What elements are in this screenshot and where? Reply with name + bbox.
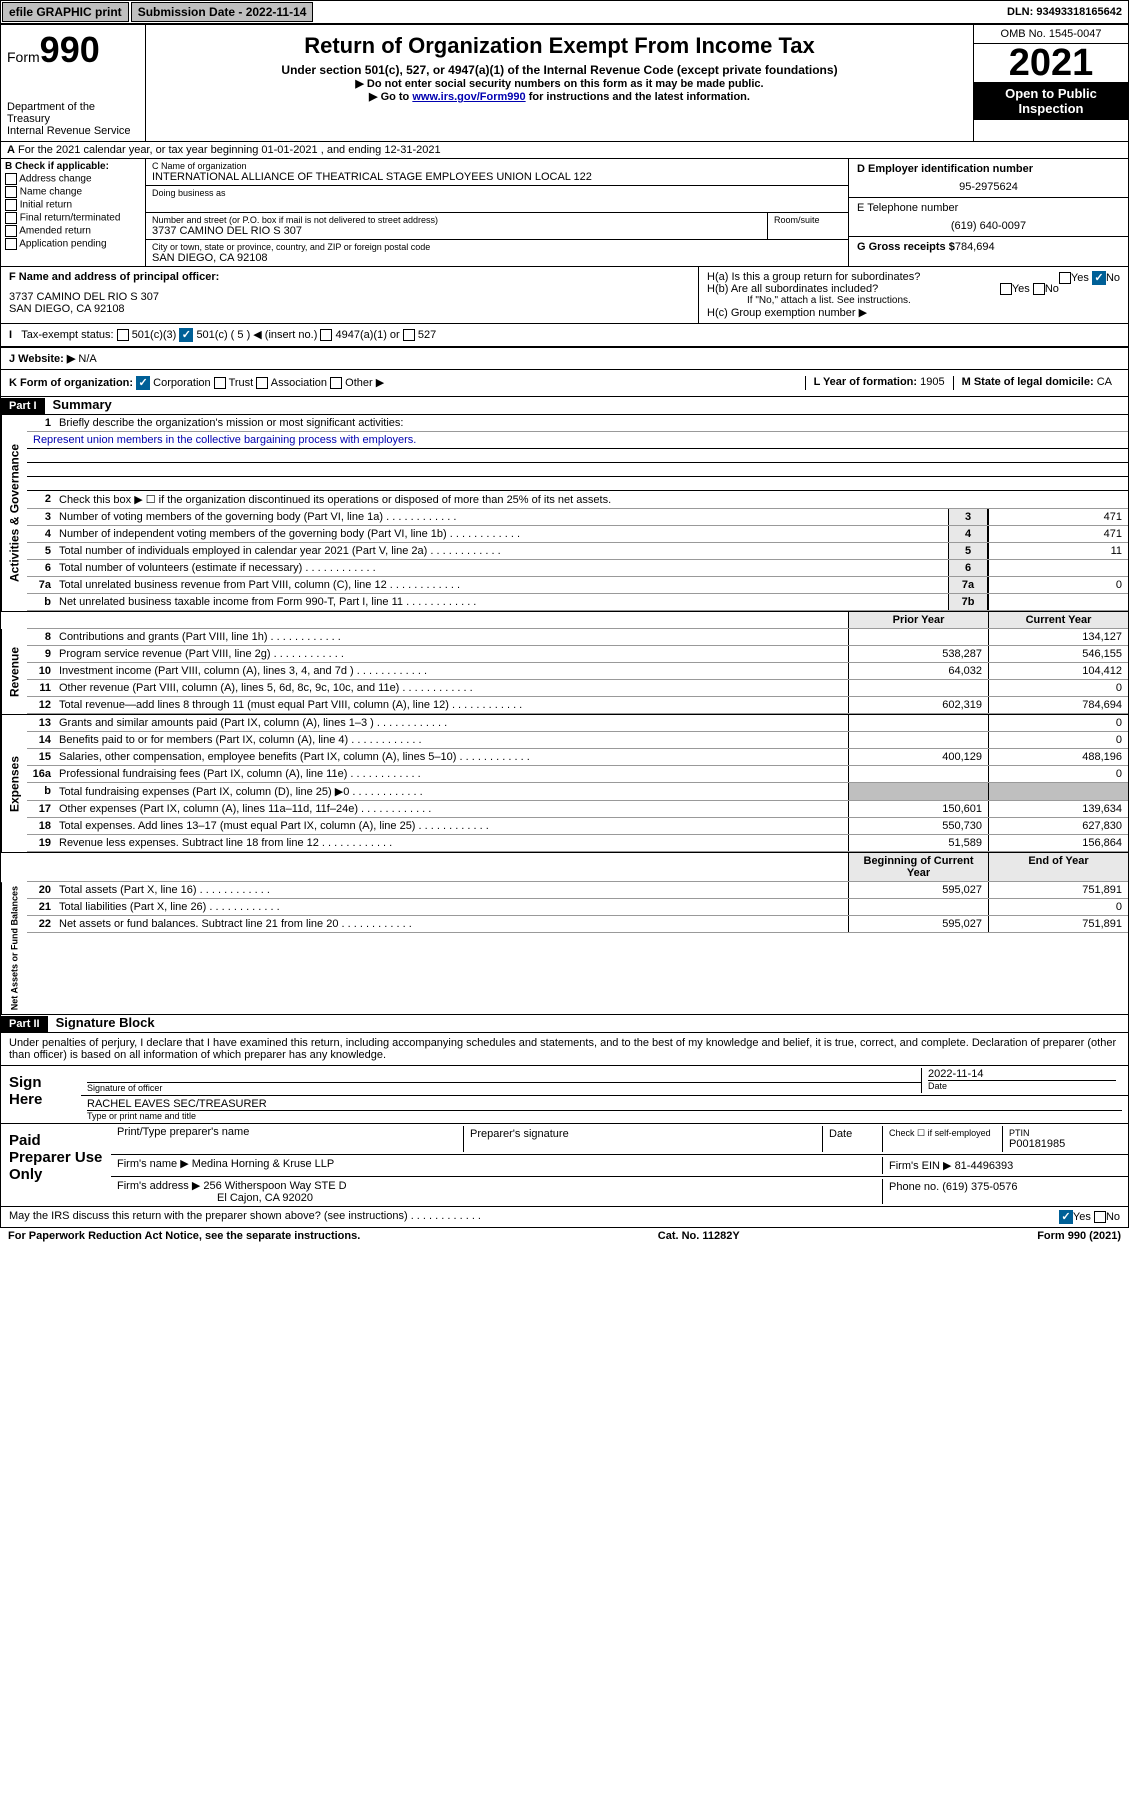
page-footer: For Paperwork Reduction Act Notice, see … bbox=[0, 1228, 1129, 1244]
line-6: 6 Total number of volunteers (estimate i… bbox=[27, 560, 1128, 577]
col-d-ein: D Employer identification number 95-2975… bbox=[848, 159, 1128, 266]
line-11: 11 Other revenue (Part VIII, column (A),… bbox=[27, 680, 1128, 697]
line-7a: 7a Total unrelated business revenue from… bbox=[27, 577, 1128, 594]
gross-receipts: 784,694 bbox=[955, 241, 995, 253]
form-header: Form990 Department of the Treasury Inter… bbox=[0, 24, 1129, 142]
line-22: 22 Net assets or fund balances. Subtract… bbox=[27, 916, 1128, 933]
line-13: 13 Grants and similar amounts paid (Part… bbox=[27, 715, 1128, 732]
top-bar: efile GRAPHIC print Submission Date - 20… bbox=[0, 0, 1129, 24]
part2-header: Part IISignature Block bbox=[0, 1015, 1129, 1033]
part1-netassets: Net Assets or Fund Balances 20 Total ass… bbox=[0, 882, 1129, 1015]
irs-link[interactable]: www.irs.gov/Form990 bbox=[412, 91, 525, 103]
line-20: 20 Total assets (Part X, line 16) 595,02… bbox=[27, 882, 1128, 899]
paid-preparer-block: Paid Preparer Use Only Print/Type prepar… bbox=[0, 1124, 1129, 1207]
firm-phone: (619) 375-0576 bbox=[942, 1181, 1017, 1193]
firm-addr: 256 Witherspoon Way STE D bbox=[203, 1180, 346, 1192]
org-name: INTERNATIONAL ALLIANCE OF THEATRICAL STA… bbox=[152, 171, 842, 183]
row-ij: I Tax-exempt status: 501(c)(3) ✓ 501(c) … bbox=[0, 324, 1129, 348]
line-16a: 16a Professional fundraising fees (Part … bbox=[27, 766, 1128, 783]
firm-name: Medina Horning & Kruse LLP bbox=[192, 1158, 334, 1170]
part1-revenue: Revenue 8 Contributions and grants (Part… bbox=[0, 629, 1129, 715]
sign-here-block: Sign Here Signature of officer 2022-11-1… bbox=[0, 1066, 1129, 1124]
line-15: 15 Salaries, other compensation, employe… bbox=[27, 749, 1128, 766]
efile-button[interactable]: efile GRAPHIC print bbox=[2, 2, 129, 22]
telephone: (619) 640-0097 bbox=[857, 220, 1120, 232]
line-14: 14 Benefits paid to or for members (Part… bbox=[27, 732, 1128, 749]
firm-ein: 81-4496393 bbox=[955, 1160, 1014, 1172]
part1-balheader: N Beginning of Current Year End of Year bbox=[0, 853, 1129, 882]
line-4: 4 Number of independent voting members o… bbox=[27, 526, 1128, 543]
note-ssn: ▶ Do not enter social security numbers o… bbox=[156, 77, 963, 90]
col-b-checkboxes: B Check if applicable: Address change Na… bbox=[1, 159, 146, 266]
line-3: 3 Number of voting members of the govern… bbox=[27, 509, 1128, 526]
declaration: Under penalties of perjury, I declare th… bbox=[0, 1033, 1129, 1066]
part1-yearheader: R Prior Year Current Year bbox=[0, 612, 1129, 629]
ein-value: 95-2975624 bbox=[857, 181, 1120, 193]
h-a: H(a) Is this a group return for subordin… bbox=[707, 271, 1120, 283]
officer-name: RACHEL EAVES SEC/TREASURER bbox=[87, 1098, 1122, 1110]
h-b: H(b) Are all subordinates included? Yes … bbox=[707, 283, 1120, 295]
vert-activities: Activities & Governance bbox=[1, 415, 27, 611]
submission-date-button[interactable]: Submission Date - 2022-11-14 bbox=[131, 2, 314, 22]
main-title: Return of Organization Exempt From Incom… bbox=[156, 33, 963, 59]
row-klm: K Form of organization: ✓ Corporation Tr… bbox=[0, 370, 1129, 397]
note-link: ▶ Go to www.irs.gov/Form990 for instruct… bbox=[156, 90, 963, 103]
subtitle: Under section 501(c), 527, or 4947(a)(1)… bbox=[156, 63, 963, 77]
row-fh: F Name and address of principal officer:… bbox=[0, 267, 1129, 324]
line-8: 8 Contributions and grants (Part VIII, l… bbox=[27, 629, 1128, 646]
dln: DLN: 93493318165642 bbox=[1001, 4, 1128, 20]
line-21: 21 Total liabilities (Part X, line 26) 0 bbox=[27, 899, 1128, 916]
line-9: 9 Program service revenue (Part VIII, li… bbox=[27, 646, 1128, 663]
line-5: 5 Total number of individuals employed i… bbox=[27, 543, 1128, 560]
form-label: Form bbox=[7, 49, 40, 65]
ptin: P00181985 bbox=[1009, 1138, 1116, 1150]
org-address: 3737 CAMINO DEL RIO S 307 bbox=[152, 225, 761, 237]
tax-year: 2021 bbox=[974, 44, 1128, 82]
org-city: SAN DIEGO, CA 92108 bbox=[152, 252, 842, 264]
line-17: 17 Other expenses (Part IX, column (A), … bbox=[27, 801, 1128, 818]
irs-label: Internal Revenue Service bbox=[7, 125, 139, 137]
section-bcd: B Check if applicable: Address change Na… bbox=[0, 159, 1129, 267]
officer-addr2: SAN DIEGO, CA 92108 bbox=[9, 303, 690, 315]
part1-governance: Activities & Governance 1Briefly describ… bbox=[0, 415, 1129, 612]
line-19: 19 Revenue less expenses. Subtract line … bbox=[27, 835, 1128, 852]
row-a-taxyear: A For the 2021 calendar year, or tax yea… bbox=[0, 142, 1129, 159]
open-to-public: Open to Public Inspection bbox=[974, 82, 1128, 120]
part1-header: Part ISummary bbox=[0, 397, 1129, 415]
line-18: 18 Total expenses. Add lines 13–17 (must… bbox=[27, 818, 1128, 835]
col-c-org: C Name of organization INTERNATIONAL ALL… bbox=[146, 159, 848, 266]
vert-netassets: Net Assets or Fund Balances bbox=[1, 882, 27, 1014]
row-j-website: J Website: ▶ N/A bbox=[0, 348, 1129, 370]
mission-text: Represent union members in the collectiv… bbox=[27, 432, 1128, 449]
form-number: 990 bbox=[40, 29, 100, 70]
line-b: b Net unrelated business taxable income … bbox=[27, 594, 1128, 611]
vert-expenses: Expenses bbox=[1, 715, 27, 852]
line-12: 12 Total revenue—add lines 8 through 11 … bbox=[27, 697, 1128, 714]
line-10: 10 Investment income (Part VIII, column … bbox=[27, 663, 1128, 680]
discuss-row: May the IRS discuss this return with the… bbox=[0, 1207, 1129, 1228]
officer-addr1: 3737 CAMINO DEL RIO S 307 bbox=[9, 291, 690, 303]
part1-expenses: Expenses 13 Grants and similar amounts p… bbox=[0, 715, 1129, 853]
h-c: H(c) Group exemption number ▶ bbox=[707, 306, 1120, 319]
vert-revenue: Revenue bbox=[1, 629, 27, 714]
line-b: b Total fundraising expenses (Part IX, c… bbox=[27, 783, 1128, 801]
dept-label: Department of the Treasury bbox=[7, 101, 139, 125]
